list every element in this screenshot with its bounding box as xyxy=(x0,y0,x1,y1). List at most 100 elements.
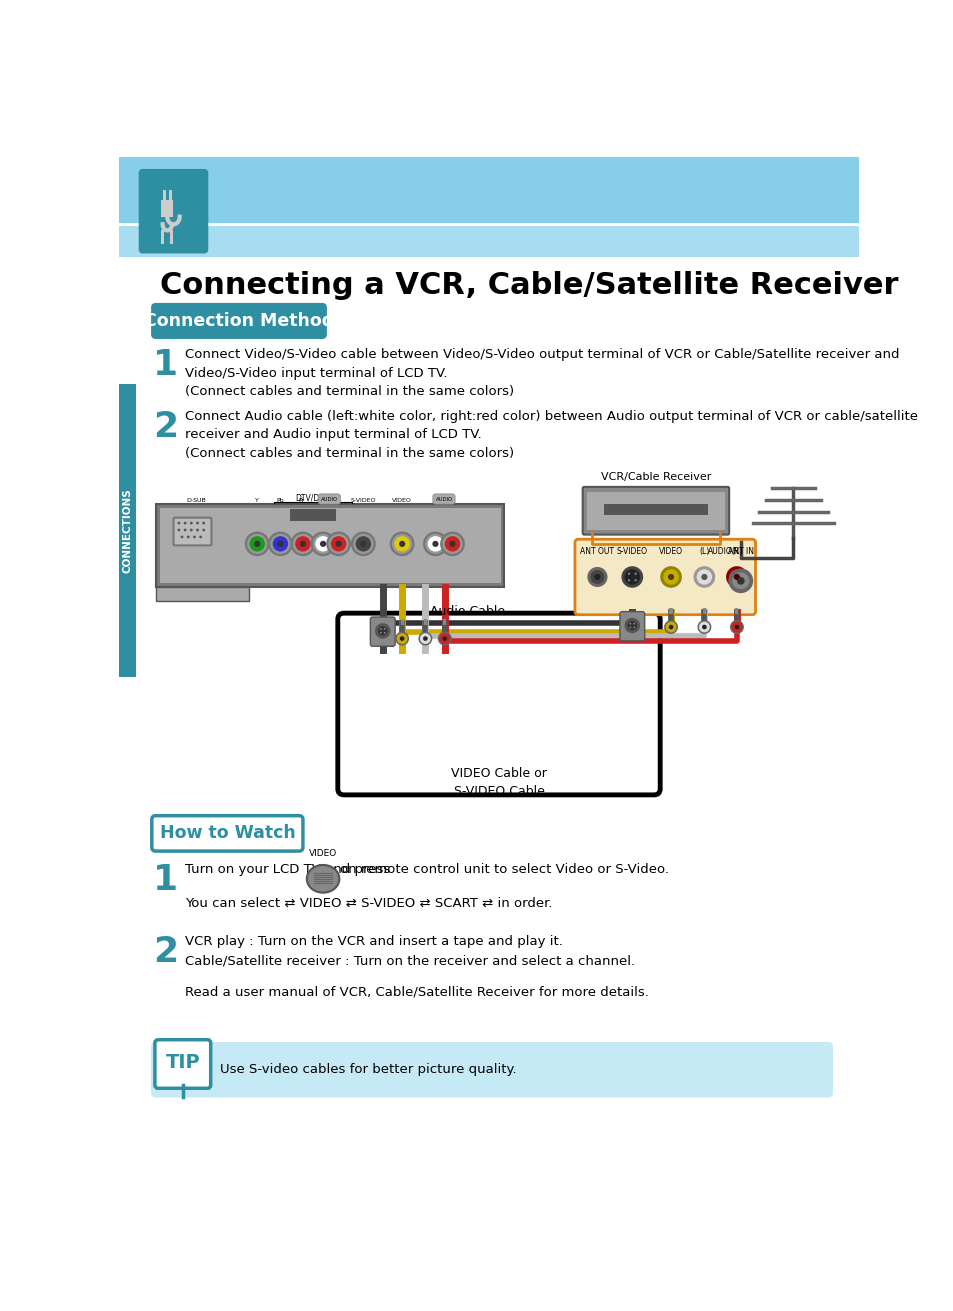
Text: AUDIO: AUDIO xyxy=(707,547,732,556)
Text: 1: 1 xyxy=(153,863,178,897)
Bar xyxy=(702,608,705,614)
Text: ANT OUT: ANT OUT xyxy=(579,547,614,556)
Circle shape xyxy=(187,536,190,539)
Text: VCR play : Turn on the VCR and insert a tape and play it.: VCR play : Turn on the VCR and insert a … xyxy=(185,935,562,948)
Circle shape xyxy=(245,531,270,556)
Bar xyxy=(161,231,164,244)
Text: Turn on your LCD TV and press: Turn on your LCD TV and press xyxy=(185,863,390,876)
Text: S-VIDEO: S-VIDEO xyxy=(350,498,375,503)
Bar xyxy=(171,231,173,244)
Circle shape xyxy=(634,573,636,574)
Circle shape xyxy=(379,628,381,629)
Circle shape xyxy=(351,531,375,556)
Text: Connection Method: Connection Method xyxy=(144,312,335,329)
Text: on remote control unit to select Video or S-Video.: on remote control unit to select Video o… xyxy=(340,863,668,876)
FancyBboxPatch shape xyxy=(337,614,659,794)
Circle shape xyxy=(620,566,642,587)
Circle shape xyxy=(729,620,743,635)
Circle shape xyxy=(249,536,265,552)
Circle shape xyxy=(396,633,407,644)
Circle shape xyxy=(379,632,381,633)
Circle shape xyxy=(733,574,740,579)
Circle shape xyxy=(291,531,315,556)
Circle shape xyxy=(273,536,288,552)
Circle shape xyxy=(383,628,385,629)
Circle shape xyxy=(427,536,443,552)
Text: VIDEO: VIDEO xyxy=(309,850,336,857)
Circle shape xyxy=(629,627,631,628)
Text: Audio Cable: Audio Cable xyxy=(430,604,505,617)
Circle shape xyxy=(335,540,341,547)
Circle shape xyxy=(663,620,678,635)
Text: (R): (R) xyxy=(730,547,741,556)
FancyBboxPatch shape xyxy=(152,304,326,338)
Circle shape xyxy=(190,522,193,524)
Text: Pb: Pb xyxy=(276,498,284,503)
Bar xyxy=(119,384,136,676)
Text: VCR/Cable Receiver: VCR/Cable Receiver xyxy=(600,472,710,482)
Circle shape xyxy=(375,623,390,638)
Circle shape xyxy=(425,534,445,553)
Circle shape xyxy=(196,522,199,524)
Bar xyxy=(443,619,446,625)
FancyBboxPatch shape xyxy=(173,518,212,545)
Circle shape xyxy=(662,569,679,585)
Text: VIDEO: VIDEO xyxy=(392,498,412,503)
Circle shape xyxy=(432,540,438,547)
Circle shape xyxy=(313,534,333,553)
Text: Y: Y xyxy=(255,498,259,503)
Bar xyxy=(159,507,500,583)
Circle shape xyxy=(270,534,291,553)
Circle shape xyxy=(394,536,410,552)
Circle shape xyxy=(700,574,707,579)
Circle shape xyxy=(311,531,335,556)
Circle shape xyxy=(634,579,636,581)
Circle shape xyxy=(202,528,205,531)
Circle shape xyxy=(633,627,635,628)
Circle shape xyxy=(184,522,187,524)
Circle shape xyxy=(696,569,711,585)
Circle shape xyxy=(444,536,459,552)
Bar xyxy=(119,225,858,257)
Circle shape xyxy=(587,566,607,587)
Circle shape xyxy=(399,636,404,641)
Circle shape xyxy=(180,536,183,539)
Circle shape xyxy=(624,617,639,633)
Circle shape xyxy=(701,625,706,629)
Circle shape xyxy=(294,536,311,552)
Text: Cable/Satellite receiver : Turn on the receiver and select a channel.: Cable/Satellite receiver : Turn on the r… xyxy=(185,954,635,968)
Bar xyxy=(119,223,858,225)
FancyBboxPatch shape xyxy=(575,539,755,615)
Circle shape xyxy=(177,528,180,531)
Text: R: R xyxy=(450,498,455,503)
Circle shape xyxy=(395,632,409,645)
Circle shape xyxy=(328,534,348,553)
Bar xyxy=(161,199,173,216)
Circle shape xyxy=(725,566,747,587)
Circle shape xyxy=(736,577,744,585)
Circle shape xyxy=(659,566,681,587)
FancyBboxPatch shape xyxy=(370,617,395,646)
Circle shape xyxy=(277,540,283,547)
Bar xyxy=(669,608,672,614)
Circle shape xyxy=(392,534,412,553)
Circle shape xyxy=(355,536,371,552)
Bar xyxy=(155,587,249,600)
Text: Connect Video/S-Video cable between Video/S-Video output terminal of VCR or Cabl: Connect Video/S-Video cable between Vide… xyxy=(185,349,899,399)
Circle shape xyxy=(398,540,405,547)
Bar xyxy=(603,503,707,515)
Circle shape xyxy=(196,528,199,531)
Bar xyxy=(735,608,738,614)
Text: D-SUB: D-SUB xyxy=(187,498,207,503)
Circle shape xyxy=(442,534,462,553)
Circle shape xyxy=(190,528,193,531)
Text: Connecting a VCR, Cable/Satellite Receiver: Connecting a VCR, Cable/Satellite Receiv… xyxy=(159,271,897,300)
Text: R: R xyxy=(333,498,337,503)
Circle shape xyxy=(418,632,432,645)
Circle shape xyxy=(734,625,739,629)
Text: VIDEO Cable or
S-VIDEO Cable: VIDEO Cable or S-VIDEO Cable xyxy=(451,767,546,798)
Bar xyxy=(290,509,335,520)
Circle shape xyxy=(268,531,293,556)
Text: Use S-video cables for better picture quality.: Use S-video cables for better picture qu… xyxy=(220,1063,517,1076)
FancyBboxPatch shape xyxy=(619,612,644,641)
